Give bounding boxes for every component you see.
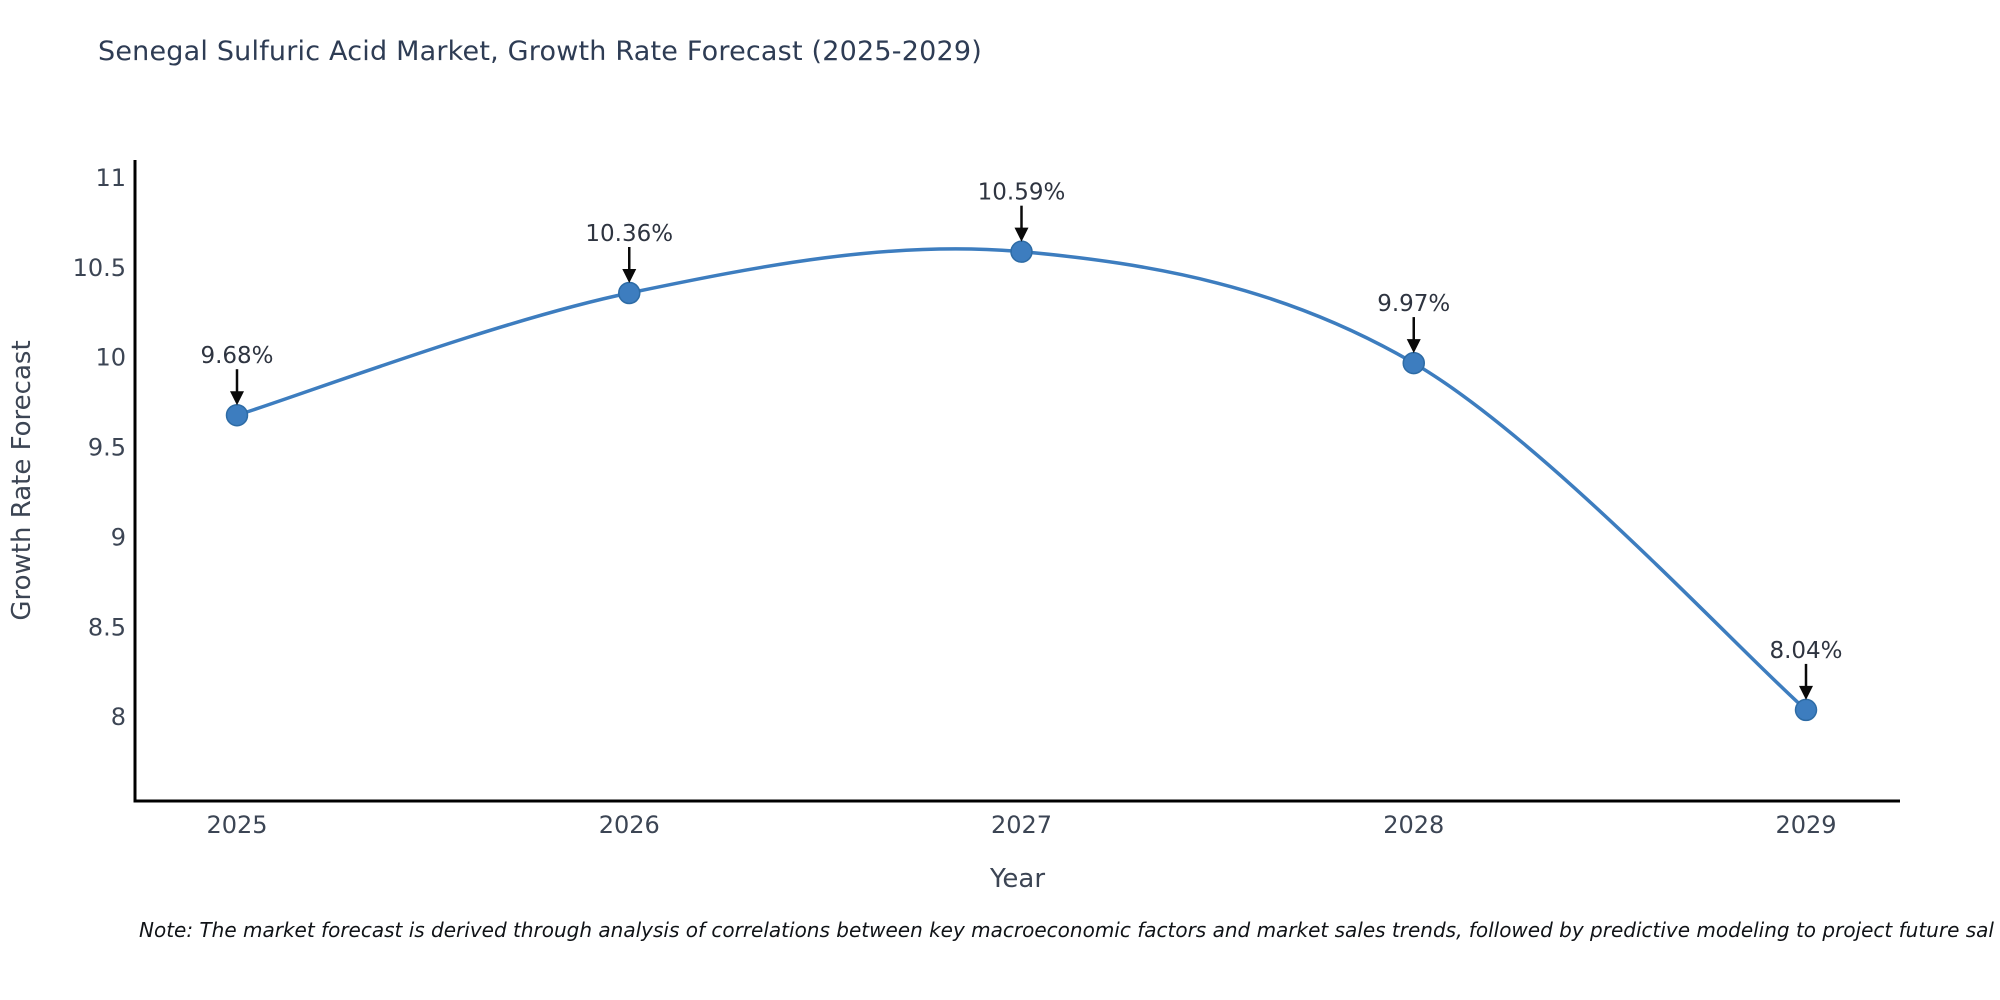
- y-tick-label: 9: [111, 523, 126, 551]
- y-tick-label: 10.5: [73, 254, 126, 282]
- chart-title: Senegal Sulfuric Acid Market, Growth Rat…: [98, 36, 982, 67]
- data-point-marker: [225, 403, 249, 427]
- annotation-arrowhead: [622, 269, 637, 284]
- annotation-arrowhead: [1799, 685, 1813, 700]
- y-tick-label: 11: [95, 164, 126, 192]
- annotation-arrowhead: [1406, 339, 1421, 354]
- data-point-label: 10.59%: [978, 180, 1066, 206]
- footnote: Note: The market forecast is derived thr…: [139, 918, 1994, 942]
- annotation-arrowhead: [1014, 227, 1029, 242]
- x-tick-label: 2028: [1383, 811, 1444, 839]
- x-tick-label: 2026: [599, 811, 660, 839]
- y-tick-label: 8: [111, 703, 126, 731]
- x-tick-label: 2029: [1775, 811, 1836, 839]
- data-point-label: 9.97%: [1377, 291, 1450, 317]
- data-point-marker: [1794, 698, 1818, 722]
- x-tick-label: 2027: [991, 811, 1052, 839]
- annotation-arrowhead: [230, 391, 244, 406]
- y-tick-label: 10: [95, 344, 126, 372]
- data-point-label: 10.36%: [585, 221, 673, 247]
- data-point-marker: [1010, 240, 1033, 263]
- data-point-marker: [1402, 351, 1425, 375]
- x-tick-label: 2025: [206, 811, 267, 839]
- data-point-label: 9.68%: [200, 343, 273, 369]
- y-tick-label: 8.5: [88, 613, 126, 641]
- x-axis-title: Year: [989, 864, 1045, 894]
- forecast-line: [235, 247, 1808, 712]
- data-point-label: 8.04%: [1769, 638, 1842, 664]
- y-tick-label: 9.5: [88, 434, 126, 462]
- y-axis-title: Growth Rate Forecast: [7, 340, 37, 620]
- axes-spines: [133, 160, 1900, 803]
- data-point-marker: [618, 281, 641, 305]
